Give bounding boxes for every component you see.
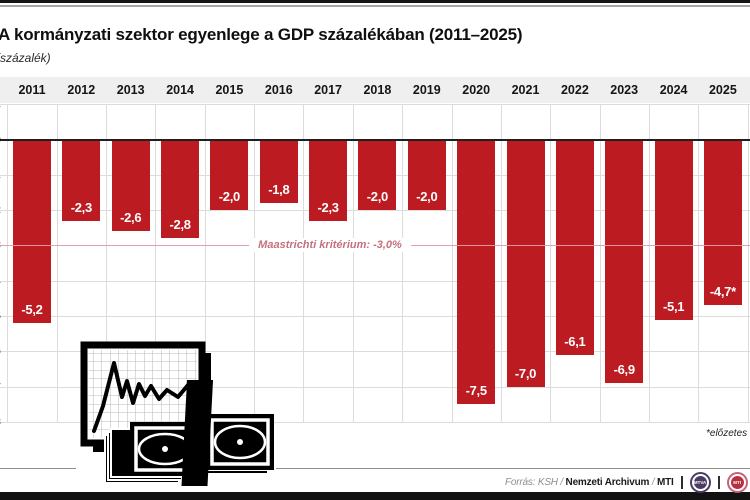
y-tick-label: 1: [0, 98, 1, 110]
gridline-horizontal: [0, 280, 750, 282]
bar-2013: -2,6: [111, 140, 150, 232]
gridline-vertical: [402, 104, 404, 422]
bar-value-label: -2,3: [70, 199, 93, 215]
bottom-black-bar: [0, 492, 750, 500]
bar-value-label: -5,1: [662, 298, 685, 314]
year-label-2019: 2019: [412, 83, 441, 97]
maastricht-reference-label: Maastrichti kritérium: -3,0%: [249, 238, 411, 252]
gridline-vertical: [56, 104, 58, 422]
bar-value-label: -2,0: [366, 189, 389, 205]
money-chart-illustration: [76, 341, 276, 486]
gridline-vertical: [451, 104, 453, 422]
year-label-2025: 2025: [708, 83, 737, 97]
bar-value-label: -6,1: [564, 333, 586, 349]
zero-axis-line: [0, 139, 750, 142]
gridline-vertical: [550, 104, 552, 422]
gridline-vertical: [303, 104, 305, 422]
bar-value-label: -7,5: [465, 383, 488, 399]
bar-value-label: -7,0: [514, 365, 537, 381]
bar-value-label: -6,9: [613, 362, 636, 378]
bar-2017: -2,3: [309, 140, 348, 221]
bar-2019: -2,0: [407, 140, 446, 211]
bar-value-label: -5,2: [21, 302, 43, 318]
year-label-2014: 2014: [166, 83, 194, 97]
gridline-horizontal: [0, 104, 750, 106]
year-label-2018: 2018: [363, 83, 392, 97]
gridline-horizontal: [0, 316, 750, 317]
mtva-logo: MTVA: [689, 471, 711, 493]
bar-value-label: -2,3: [317, 199, 339, 215]
y-tick-label: -4: [0, 275, 1, 287]
year-label-2016: 2016: [264, 83, 293, 97]
axis-unit-label: (százalék): [0, 51, 51, 65]
bar-2018: -2,0: [358, 140, 397, 211]
year-label-2013: 2013: [116, 83, 145, 97]
bar-2021: -7,0: [506, 140, 545, 387]
divider-pipe: [717, 475, 720, 489]
y-tick-label: -1: [0, 169, 1, 181]
bar-value-label: -4,7*: [709, 284, 736, 300]
year-label-2011: 2011: [18, 83, 46, 97]
gridline-vertical: [204, 104, 206, 422]
gridline-vertical: [698, 104, 700, 422]
bar-2020: -7,5: [457, 140, 496, 405]
bar-value-label: -1,8: [268, 182, 290, 197]
y-tick-label: -7: [0, 381, 1, 393]
gridline-horizontal: [0, 210, 750, 212]
gridline-vertical: [7, 104, 9, 422]
year-label-2023: 2023: [610, 83, 639, 97]
gridline-vertical: [106, 104, 107, 422]
year-header-band: 2011 2012 2013 2014 2015 2016 2017 2018 2019 2020…: [0, 77, 750, 103]
gridline-vertical: [155, 104, 157, 422]
gridline-vertical: [599, 104, 601, 422]
footer-source-row: Forrás: KSH / Nemzeti Archivum / MTI MTV…: [505, 471, 750, 493]
year-label-2022: 2022: [560, 83, 589, 97]
bar-value-label: -2,0: [416, 189, 438, 205]
bar-value-label: -2,6: [120, 210, 142, 226]
gridline-horizontal: [0, 386, 750, 388]
year-label-2021: 2021: [511, 83, 540, 97]
mti-logo: MTI: [726, 471, 748, 493]
page-title: A kormányzati szektor egyenlege a GDP sz…: [0, 25, 523, 44]
bar-2023: -6,9: [605, 140, 644, 384]
bar-2025: -4,7*: [703, 140, 742, 306]
bar-2014: -2,8: [161, 140, 200, 239]
bar-2016: -1,8: [259, 140, 298, 203]
banknotes-icon: [104, 380, 274, 486]
gridline-horizontal: [0, 421, 750, 423]
year-label-2012: 2012: [67, 83, 96, 97]
y-tick-label: -8: [0, 416, 1, 428]
gridline-vertical: [500, 104, 502, 422]
bar-2024: -5,1: [654, 140, 693, 320]
footer-divider-rule: [0, 468, 750, 470]
bar-value-label: -2,0: [218, 189, 241, 205]
footnote-preliminary-data: *előzetes adat: [706, 428, 750, 439]
top-black-bar: [0, 0, 750, 3]
gridline-vertical: [648, 104, 650, 422]
year-label-2024: 2024: [659, 83, 688, 97]
year-label-2020: 2020: [462, 83, 491, 97]
bar-2015: -2,0: [210, 140, 249, 211]
gridline-vertical: [352, 104, 354, 422]
gridline-vertical: [254, 104, 256, 422]
y-tick-label: -2: [0, 204, 1, 216]
bar-2012: -2,3: [62, 140, 101, 221]
top-gray-rule: [0, 5, 750, 7]
divider-pipe: [680, 475, 683, 489]
year-label-2017: 2017: [314, 83, 342, 97]
bar-2011: -5,2: [13, 140, 51, 324]
gridline-vertical: [747, 104, 749, 422]
y-tick-label: -6: [0, 345, 1, 357]
bar-value-label: -2,8: [169, 217, 191, 233]
y-tick-label: -5: [0, 310, 1, 322]
source-credit: Forrás: KSH / Nemzeti Archivum / MTI: [505, 476, 674, 488]
gridline-horizontal: [0, 351, 750, 353]
year-label-2015: 2015: [215, 83, 244, 97]
bar-2022: -6,1: [555, 140, 594, 355]
